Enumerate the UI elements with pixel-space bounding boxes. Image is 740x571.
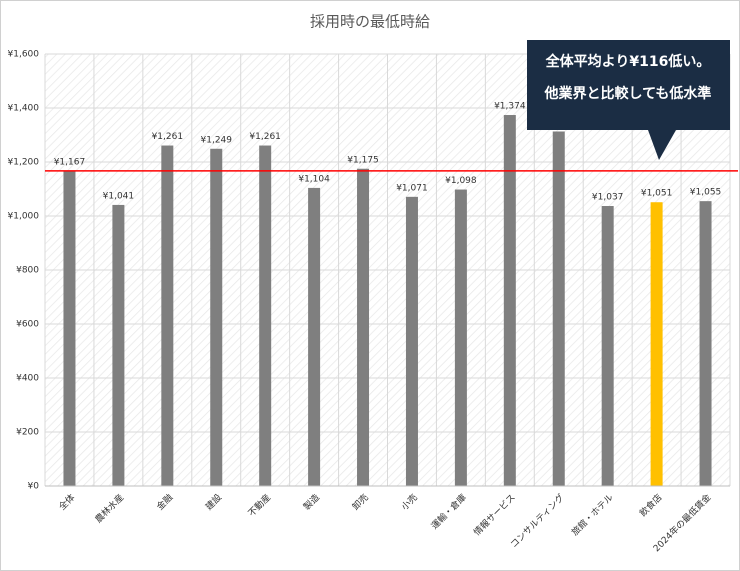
bar [650,202,663,487]
y-tick-label: ¥1,000 [8,212,40,222]
y-tick-label: ¥1,200 [8,158,40,168]
annotation: 全体平均より¥116低い。 [545,53,711,70]
bar [552,131,565,487]
value-label: ¥1,037 [592,193,624,203]
annotation: 他業界と比較しても低水準 [544,85,712,102]
callout [527,40,730,160]
bar [454,189,467,487]
value-label: ¥1,051 [641,189,673,199]
value-label: ¥1,041 [103,191,135,201]
bar [161,145,174,486]
value-label: ¥1,098 [445,176,477,186]
bar [357,168,370,486]
y-tick-label: ¥200 [16,428,39,438]
bar [601,206,614,486]
value-label: ¥1,374 [494,102,526,112]
chart-title: 採用時の最低時給 [310,13,430,31]
y-tick-label: ¥1,400 [8,104,40,114]
bar [308,187,321,487]
y-tick-label: ¥800 [16,266,39,276]
value-label: ¥1,249 [201,135,233,145]
value-label: ¥1,175 [347,155,379,165]
y-tick-label: ¥400 [16,374,39,384]
value-label: ¥1,104 [298,174,330,184]
bar [699,201,712,486]
y-tick-label: ¥1,600 [8,50,40,60]
bar [503,115,516,487]
y-tick-label: ¥600 [16,320,39,330]
bar [63,170,76,486]
value-label: ¥1,071 [396,183,428,193]
value-label: ¥1,261 [249,132,281,142]
bar [405,196,418,486]
value-label: ¥1,261 [152,132,184,142]
bar [112,204,125,486]
y-tick-label: ¥0 [28,482,40,492]
bar [259,145,272,486]
value-label: ¥1,055 [690,188,722,198]
value-label: ¥1,167 [54,157,86,167]
bar [210,148,223,486]
